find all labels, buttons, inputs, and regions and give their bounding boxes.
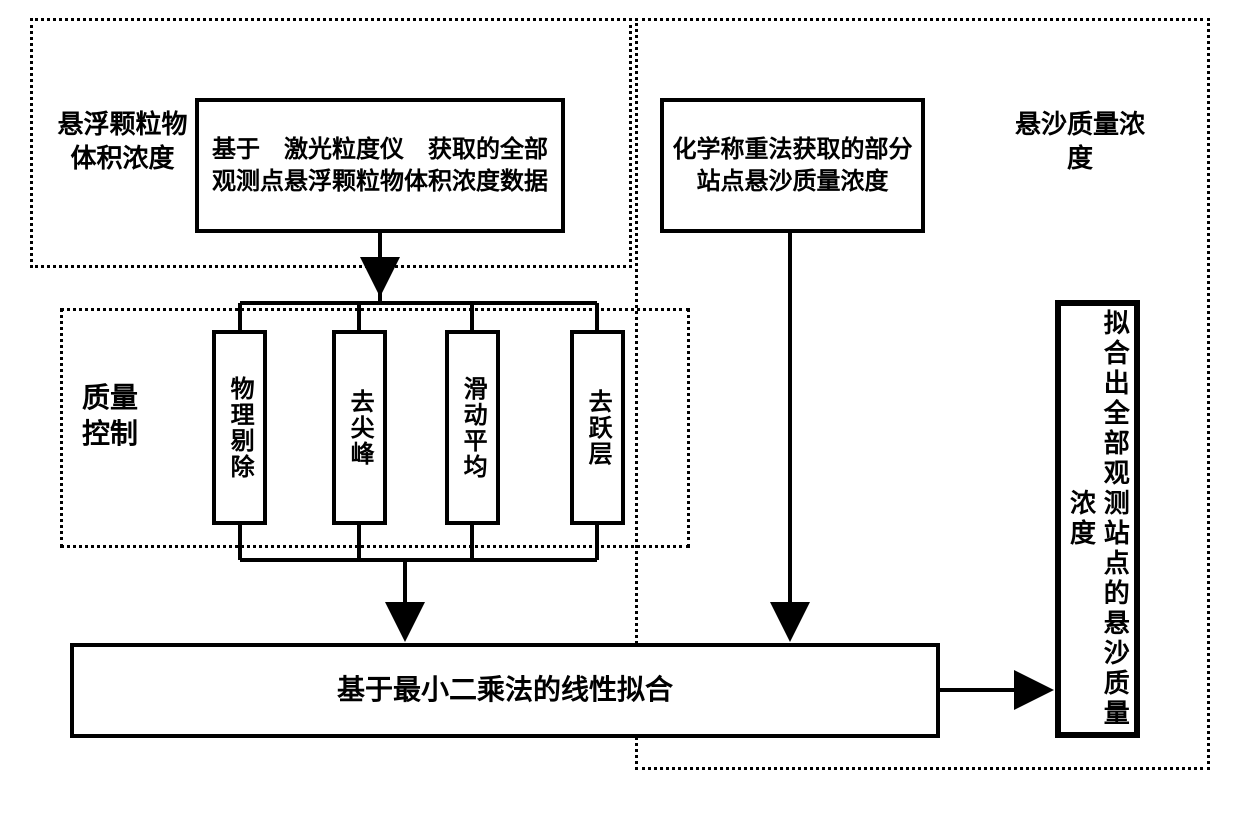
box-chemical-data: 化学称重法获取的部分站点悬沙质量浓度	[660, 98, 925, 233]
box-output-text: 拟合出全部观测站点的悬沙质量浓度	[1064, 306, 1132, 732]
box-qc2-text: 去尖峰	[344, 389, 375, 467]
box-chem-text: 化学称重法获取的部分站点悬沙质量浓度	[670, 134, 915, 196]
box-qc4-text: 去跃层	[582, 389, 613, 467]
box-qc1-text: 物理剔除	[224, 376, 255, 480]
box-laser-data: 基于 激光粒度仪 获取的全部观测点悬浮颗粒物体积浓度数据	[195, 98, 565, 233]
box-output: 拟合出全部观测站点的悬沙质量浓度	[1055, 300, 1140, 738]
box-linear-fit: 基于最小二乘法的线性拟合	[70, 643, 940, 738]
label-volume-concentration: 悬浮颗粒物体积浓度	[45, 108, 200, 176]
box-fit-text: 基于最小二乘法的线性拟合	[337, 672, 673, 708]
label-quality-control: 质量控制	[75, 380, 145, 453]
box-qc-despike: 去尖峰	[332, 330, 387, 525]
box-qc-remove-layer: 去跃层	[570, 330, 625, 525]
label-mass-concentration: 悬沙质量浓度	[1015, 108, 1145, 176]
box-qc-moving-avg: 滑动平均	[445, 330, 500, 525]
box-qc-physical-remove: 物理剔除	[212, 330, 267, 525]
box-qc3-text: 滑动平均	[457, 376, 488, 480]
box-laser-text: 基于 激光粒度仪 获取的全部观测点悬浮颗粒物体积浓度数据	[205, 134, 555, 196]
